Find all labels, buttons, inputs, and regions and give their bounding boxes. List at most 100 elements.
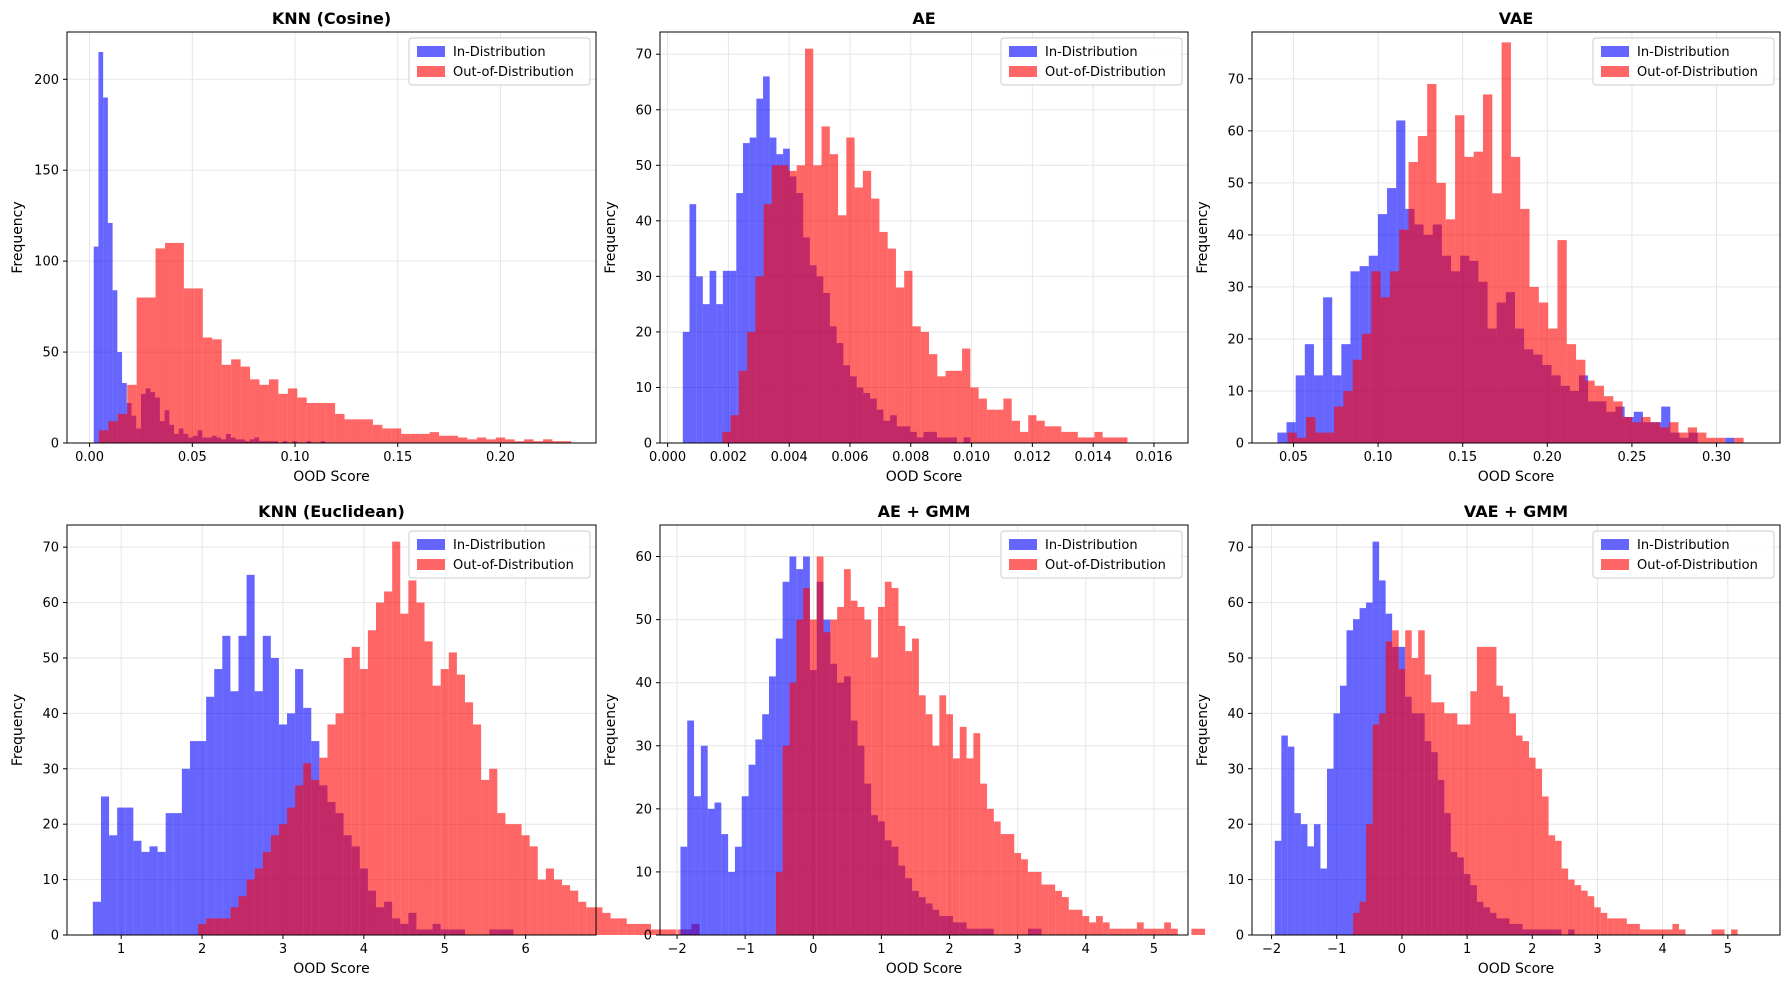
y-tick-label: 100 [34, 255, 59, 270]
histogram-bar-out-of-distribution [578, 901, 587, 935]
histogram-bar-in-distribution [1661, 406, 1671, 443]
histogram-bar-out-of-distribution [1036, 420, 1045, 443]
x-tick-label: 0.15 [1448, 450, 1477, 465]
histogram-bar-in-distribution [696, 276, 703, 443]
histogram-bar-out-of-distribution [1622, 416, 1632, 443]
histogram-bar-out-of-distribution [946, 714, 953, 935]
histogram-bar-out-of-distribution [813, 165, 822, 444]
histogram-bar-out-of-distribution [1520, 208, 1530, 443]
histogram-bar-out-of-distribution [1483, 94, 1493, 444]
histogram-bar-out-of-distribution [804, 48, 814, 443]
histogram-bar-in-distribution [222, 635, 231, 935]
histogram-bar-out-of-distribution [932, 745, 940, 935]
histogram-bar-out-of-distribution [1483, 646, 1490, 935]
histogram-bar-out-of-distribution [1109, 928, 1117, 935]
histogram-bar-in-distribution [716, 304, 723, 443]
y-tick-label: 0 [1236, 929, 1244, 944]
histogram-bar-out-of-distribution [306, 402, 317, 443]
histogram-bar-out-of-distribution [738, 370, 748, 443]
y-tick-label: 0 [1236, 437, 1244, 452]
histogram-bar-out-of-distribution [1516, 735, 1523, 935]
histogram-bar-out-of-distribution [367, 630, 376, 935]
histogram-bar-in-distribution [1304, 344, 1314, 443]
histogram-bar-out-of-distribution [823, 632, 831, 935]
histogram-bar-out-of-distribution [1082, 916, 1090, 935]
chart-panel: 0.05 0.10 0.15 0.20 0.25 0.30 0 10 20 30 40 50 60 70 V… [1195, 9, 1781, 485]
histogram-bar-in-distribution [109, 835, 118, 935]
histogram-bar-out-of-distribution [476, 437, 487, 443]
histogram-bar-out-of-distribution [400, 613, 409, 935]
histogram-bar-out-of-distribution [316, 402, 326, 443]
x-tick-label: 0.014 [1075, 450, 1112, 465]
y-tick-label: 0 [644, 437, 652, 452]
histogram-bar-out-of-distribution [136, 297, 147, 443]
histogram-bar-out-of-distribution [952, 758, 960, 935]
histogram-bar-out-of-distribution [1044, 426, 1054, 443]
histogram-bar-out-of-distribution [771, 165, 781, 444]
histogram-bar-out-of-distribution [912, 326, 921, 443]
y-tick-label: 20 [1227, 818, 1244, 833]
histogram-bar-out-of-distribution [533, 441, 543, 443]
histogram-bar-out-of-distribution [1315, 432, 1325, 443]
histogram-bar-out-of-distribution [1408, 162, 1418, 443]
y-tick-label: 40 [42, 707, 59, 722]
histogram-bar-out-of-distribution [871, 657, 879, 935]
histogram-bar-out-of-distribution [1457, 724, 1464, 935]
histogram-bar-out-of-distribution [1697, 432, 1707, 443]
histogram-bar-out-of-distribution [250, 379, 260, 443]
histogram-bar-out-of-distribution [1542, 796, 1549, 935]
chart-title: AE [912, 9, 935, 28]
histogram-bar-out-of-distribution [857, 607, 865, 935]
histogram-bar-out-of-distribution [1075, 909, 1083, 935]
histogram-bar-out-of-distribution [359, 669, 368, 935]
y-tick-label: 40 [635, 214, 652, 229]
histogram-bar-out-of-distribution [920, 331, 930, 443]
legend-swatch-out-of-distribution [1009, 66, 1037, 77]
y-tick-label: 0 [51, 437, 59, 452]
histogram-bar-out-of-distribution [164, 242, 175, 443]
legend-box [1592, 530, 1775, 579]
histogram-bar-out-of-distribution [343, 657, 352, 935]
histogram-bar-in-distribution [741, 796, 749, 935]
histogram-bar-out-of-distribution [837, 607, 844, 935]
histogram-bar-out-of-distribution [864, 619, 872, 935]
histogram-bar-out-of-distribution [1450, 713, 1458, 935]
x-axis-label: OOD Score [886, 469, 962, 485]
histogram-bar-out-of-distribution [918, 695, 926, 935]
histogram-bar-out-of-distribution [1055, 890, 1062, 935]
histogram-bar-out-of-distribution [788, 170, 797, 443]
histogram-bar-out-of-distribution [854, 187, 863, 443]
histogram-bar-in-distribution [1274, 840, 1282, 935]
histogram-bar-out-of-distribution [1102, 437, 1111, 443]
histogram-bar-out-of-distribution [193, 288, 203, 443]
histogram-bar-out-of-distribution [1027, 871, 1035, 935]
histogram-bar-in-distribution [762, 714, 769, 935]
histogram-bar-out-of-distribution [904, 270, 913, 443]
x-tick-label: 5 [1150, 942, 1158, 957]
histogram-bar-out-of-distribution [1650, 422, 1660, 443]
legend-box [408, 530, 591, 579]
y-tick-label: 30 [635, 270, 652, 285]
x-tick-label: 0.20 [486, 450, 515, 465]
histogram-bar-out-of-distribution [879, 231, 888, 443]
histogram-bar-out-of-distribution [1053, 426, 1062, 443]
x-tick-label: 0.000 [649, 450, 686, 465]
histogram-bar-out-of-distribution [270, 835, 279, 935]
y-tick-label: 0 [51, 929, 59, 944]
histogram-bar-in-distribution [748, 764, 756, 935]
histogram-bar-in-distribution [1313, 824, 1321, 935]
histogram-bar-out-of-distribution [1417, 136, 1428, 444]
histogram-bar-out-of-distribution [495, 437, 506, 443]
histogram-bar-out-of-distribution [297, 397, 307, 443]
histogram-bar-out-of-distribution [1343, 390, 1353, 443]
x-tick-label: 0.002 [710, 450, 747, 465]
histogram-bar-out-of-distribution [1028, 415, 1037, 443]
y-tick-label: 70 [635, 48, 652, 63]
histogram-bar-out-of-distribution [1359, 901, 1367, 935]
chart-panel: 0.000 0.002 0.004 0.006 0.008 0.010 0.012 0.014… [603, 9, 1189, 485]
y-axis-label: Frequency [603, 694, 619, 766]
histogram-bar-out-of-distribution [1007, 834, 1015, 935]
histogram-bar-out-of-distribution [586, 907, 595, 935]
histogram-bar-out-of-distribution [1574, 885, 1582, 935]
